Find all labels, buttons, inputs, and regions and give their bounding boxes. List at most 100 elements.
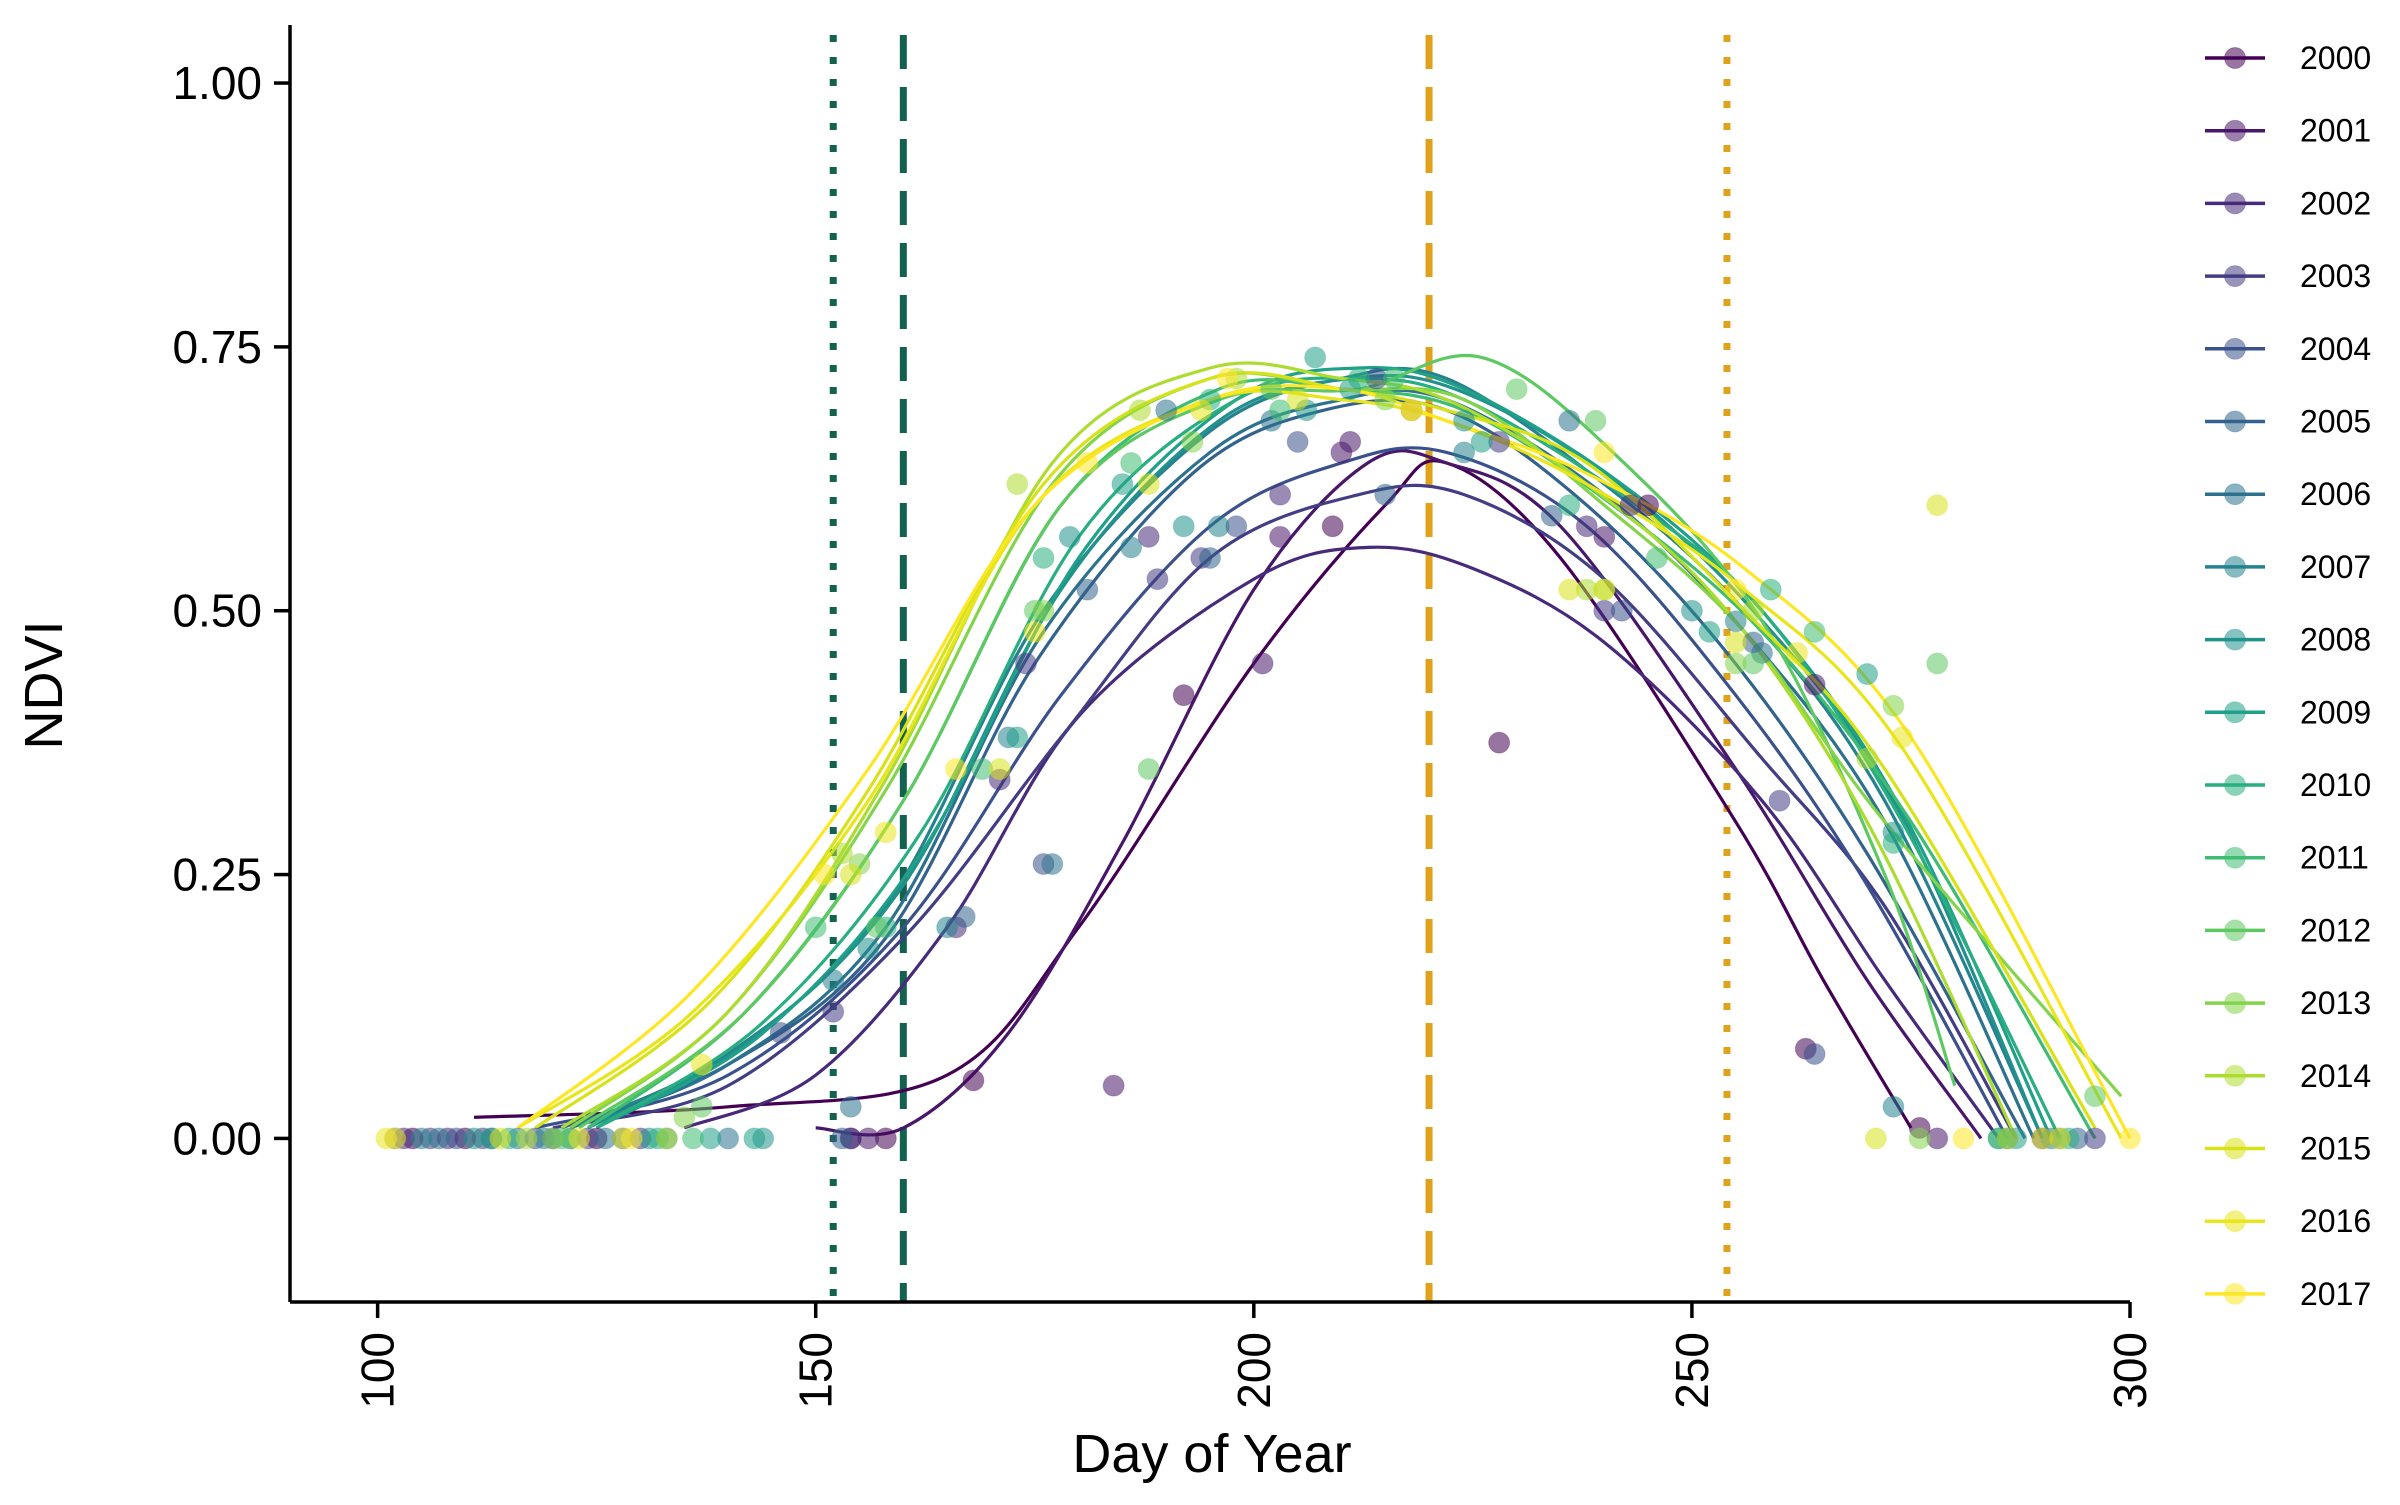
legend-label: 2011: [2300, 840, 2369, 876]
data-point-2014-9: [1996, 1127, 2019, 1150]
data-point-2000-6: [1321, 515, 1344, 538]
legend-label: 2017: [2300, 1276, 2371, 1312]
data-point-2011-4: [1120, 451, 1143, 474]
data-point-2013-5: [1374, 388, 1397, 411]
legend-marker: [2224, 265, 2246, 288]
data-point-2016-8: [1786, 641, 1809, 664]
legend-label: 2014: [2300, 1058, 2371, 1094]
data-point-2009-8: [1698, 620, 1721, 643]
data-point-2007-9: [1724, 610, 1747, 633]
legend-item-2011: 2011: [2205, 840, 2369, 876]
legend-item-2003: 2003: [2205, 258, 2371, 294]
legend-label: 2002: [2300, 185, 2371, 221]
axes: 0.00 0.25 0.50 0.75 1.00 100 150 200 250 300: [172, 25, 2156, 1409]
legend-marker: [2224, 846, 2246, 869]
legend-marker: [2224, 1282, 2246, 1305]
data-point-2015-6: [1558, 578, 1581, 601]
legend-marker: [2224, 1137, 2246, 1160]
data-point-2017-0: [384, 1127, 407, 1150]
legend-item-2004: 2004: [2205, 331, 2371, 367]
data-point-2002-10: [1619, 494, 1642, 517]
data-point-2016-5: [1190, 399, 1213, 422]
data-point-2008-3: [857, 937, 880, 960]
data-point-2017-4: [1076, 451, 1099, 474]
y-tick-label: 0.50: [172, 585, 262, 637]
x-axis-title: Day of Year: [1072, 1424, 1351, 1484]
legend-marker: [2224, 47, 2246, 69]
data-point-2003-4: [822, 1000, 845, 1023]
legend-label: 2012: [2300, 912, 2371, 948]
data-point-2014-0: [515, 1127, 538, 1150]
data-point-2001-2: [1102, 1074, 1125, 1097]
data-point-2005-4: [953, 905, 976, 928]
legend-marker: [2224, 774, 2246, 796]
data-point-2012-7: [1584, 409, 1607, 432]
data-point-2013-8: [1882, 694, 1905, 717]
data-point-2014-8: [1856, 747, 1879, 770]
x-tick-label: 250: [1666, 1332, 1718, 1409]
data-point-2005-5: [1076, 578, 1099, 601]
legend-marker: [2224, 119, 2246, 142]
legend-item-2000: 2000: [2205, 40, 2371, 76]
data-point-2014-4: [1128, 399, 1151, 422]
data-point-2013-7: [1724, 652, 1747, 675]
legend-item-2007: 2007: [2205, 549, 2371, 585]
data-point-2016-2: [690, 1053, 713, 1076]
data-point-2017-5: [1216, 367, 1239, 390]
x-tick-label: 150: [790, 1332, 842, 1409]
legend-label: 2005: [2300, 404, 2371, 440]
series-curve-2004: [534, 446, 2009, 1140]
data-point-2010-6: [1558, 494, 1581, 517]
data-point-2000-4: [962, 1069, 985, 1092]
data-point-2017-10: [2119, 1127, 2141, 1150]
legend-item-2016: 2016: [2205, 1203, 2371, 1239]
data-point-2017-3: [944, 758, 967, 781]
data-point-2016-4: [1023, 620, 1046, 643]
data-point-2014-7: [1742, 599, 1765, 622]
x-tick-label: 200: [1228, 1332, 1280, 1409]
data-point-2017-6: [1400, 399, 1423, 422]
data-point-2008-4: [1058, 525, 1081, 548]
data-point-2002-9: [1575, 515, 1598, 538]
data-point-2006-6: [1155, 399, 1178, 422]
data-point-2001-7: [1593, 525, 1616, 548]
data-point-2007-4: [936, 916, 959, 939]
data-point-2012-9: [1926, 652, 1949, 675]
data-point-2008-8: [1680, 599, 1703, 622]
legend-label: 2004: [2300, 331, 2371, 367]
legend-item-2017: 2017: [2205, 1276, 2371, 1312]
y-tick-label: 0.00: [172, 1112, 262, 1164]
series-curve-2016: [516, 389, 2123, 1140]
data-point-2010-3: [1032, 546, 1055, 569]
data-point-2014-1: [655, 1127, 678, 1150]
legend-marker: [2224, 701, 2246, 724]
data-point-2015-9: [1926, 494, 1949, 517]
y-tick-label: 0.25: [172, 849, 262, 901]
series-curves: [473, 354, 2132, 1140]
data-point-2003-6: [1146, 568, 1169, 591]
legend-item-2001: 2001: [2205, 113, 2371, 149]
data-point-2003-5: [1015, 652, 1037, 675]
series-curve-2012: [578, 354, 1957, 1130]
data-point-2004-8: [1610, 599, 1633, 622]
series-curve-2003: [552, 483, 2018, 1140]
data-point-2007-10: [1882, 1095, 1905, 1118]
series-curve-2005: [561, 398, 2027, 1140]
data-point-2013-9: [1908, 1127, 1931, 1150]
legend-label: 2007: [2300, 549, 2371, 585]
data-point-2007-0: [410, 1127, 433, 1150]
data-point-2017-8: [1724, 578, 1747, 601]
data-point-2006-5: [1041, 853, 1064, 876]
data-point-2011-6: [1383, 367, 1405, 390]
legend-marker: [2224, 192, 2246, 215]
data-point-2010-5: [1347, 367, 1370, 390]
data-point-2016-1: [568, 1127, 591, 1150]
legend-item-2012: 2012: [2205, 912, 2371, 948]
data-point-2005-8: [1540, 504, 1563, 527]
data-point-2009-5: [1304, 346, 1327, 369]
y-tick-label: 0.75: [172, 321, 262, 373]
data-point-2017-9: [1952, 1127, 1975, 1150]
data-point-2002-6: [1137, 525, 1160, 548]
